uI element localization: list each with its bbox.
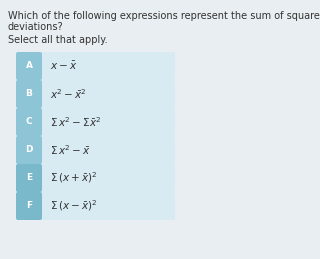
FancyBboxPatch shape: [36, 195, 42, 217]
FancyBboxPatch shape: [16, 52, 175, 80]
Text: $x - \bar{x}$: $x - \bar{x}$: [50, 60, 77, 72]
Text: $\Sigma\, x^2 - \bar{x}$: $\Sigma\, x^2 - \bar{x}$: [50, 143, 91, 157]
Text: F: F: [26, 202, 32, 211]
FancyBboxPatch shape: [16, 108, 42, 136]
FancyBboxPatch shape: [16, 108, 175, 136]
FancyBboxPatch shape: [16, 192, 42, 220]
Text: C: C: [26, 118, 32, 126]
Text: A: A: [26, 61, 33, 70]
Text: Which of the following expressions represent the sum of squared: Which of the following expressions repre…: [8, 11, 320, 21]
FancyBboxPatch shape: [16, 52, 42, 80]
Text: D: D: [25, 146, 33, 155]
FancyBboxPatch shape: [36, 55, 42, 77]
FancyBboxPatch shape: [36, 83, 42, 105]
FancyBboxPatch shape: [36, 139, 42, 161]
Text: $\Sigma\, (x + \bar{x})^2$: $\Sigma\, (x + \bar{x})^2$: [50, 171, 97, 185]
Text: deviations?: deviations?: [8, 22, 64, 32]
FancyBboxPatch shape: [16, 136, 175, 164]
Text: B: B: [26, 90, 32, 98]
FancyBboxPatch shape: [16, 136, 42, 164]
FancyBboxPatch shape: [16, 164, 175, 192]
FancyBboxPatch shape: [16, 80, 42, 108]
Text: $x^2 - \bar{x}^2$: $x^2 - \bar{x}^2$: [50, 87, 87, 101]
FancyBboxPatch shape: [36, 167, 42, 189]
FancyBboxPatch shape: [16, 192, 175, 220]
Text: E: E: [26, 174, 32, 183]
Text: $\Sigma\, x^2 - \Sigma\bar{x}^2$: $\Sigma\, x^2 - \Sigma\bar{x}^2$: [50, 115, 101, 129]
FancyBboxPatch shape: [36, 111, 42, 133]
Text: Select all that apply.: Select all that apply.: [8, 35, 108, 45]
FancyBboxPatch shape: [16, 164, 42, 192]
FancyBboxPatch shape: [16, 80, 175, 108]
Text: $\Sigma\, (x - \bar{x})^2$: $\Sigma\, (x - \bar{x})^2$: [50, 199, 97, 213]
